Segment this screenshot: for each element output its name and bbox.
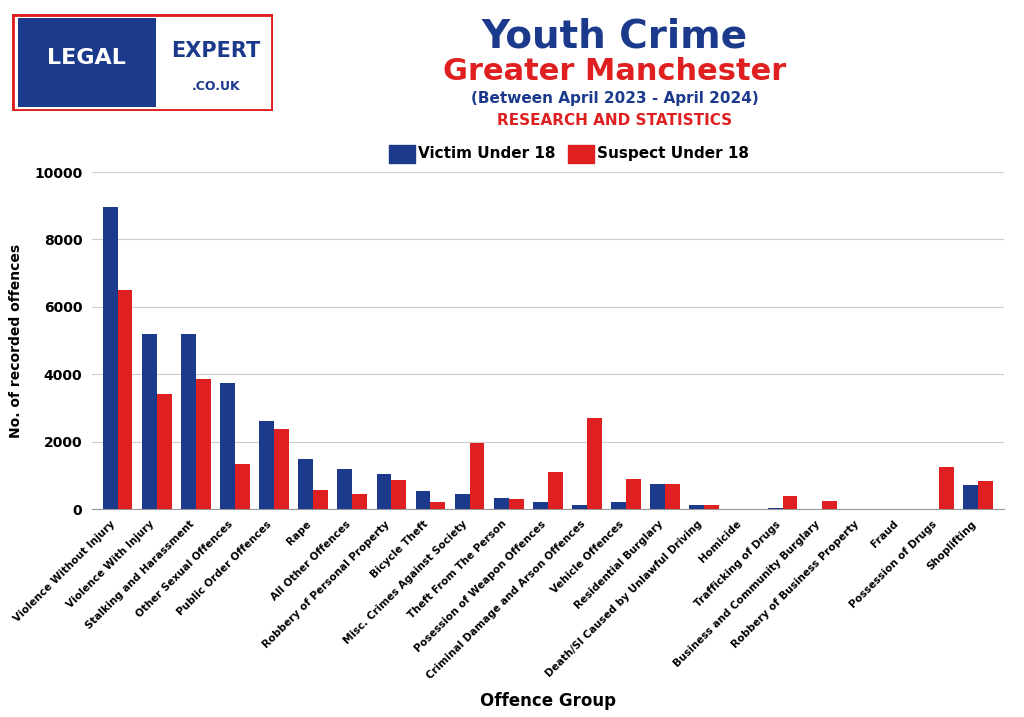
Bar <box>313 490 328 509</box>
Bar <box>234 464 250 509</box>
Bar <box>782 496 798 509</box>
Bar <box>298 459 313 509</box>
Bar <box>118 290 132 509</box>
Bar <box>102 207 118 509</box>
Bar <box>391 480 407 509</box>
Text: RESEARCH AND STATISTICS: RESEARCH AND STATISTICS <box>497 113 732 128</box>
Bar <box>274 429 289 509</box>
Bar <box>626 479 641 509</box>
Bar <box>509 499 523 509</box>
Bar <box>377 474 391 509</box>
Bar <box>821 501 837 509</box>
Text: EXPERT: EXPERT <box>171 41 260 61</box>
Text: Youth Crime: Youth Crime <box>481 18 748 56</box>
Text: Greater Manchester: Greater Manchester <box>442 57 786 86</box>
Bar <box>650 484 666 509</box>
Bar <box>587 418 602 509</box>
Text: .CO.UK: .CO.UK <box>191 80 241 93</box>
Bar <box>666 484 680 509</box>
Bar <box>430 503 445 509</box>
Bar <box>259 422 274 509</box>
Bar <box>548 472 563 509</box>
Bar <box>494 498 509 509</box>
Bar <box>142 334 157 509</box>
Bar <box>455 494 470 509</box>
Bar <box>532 503 548 509</box>
Text: Victim Under 18: Victim Under 18 <box>418 146 555 161</box>
Bar <box>17 18 156 108</box>
Bar <box>181 334 196 509</box>
Bar <box>611 503 626 509</box>
Bar <box>572 505 587 509</box>
Bar <box>939 467 953 509</box>
Bar <box>416 490 430 509</box>
Bar <box>157 394 172 509</box>
Text: (Between April 2023 - April 2024): (Between April 2023 - April 2024) <box>470 91 759 106</box>
Bar <box>196 379 211 509</box>
Bar <box>337 469 352 509</box>
X-axis label: Offence Group: Offence Group <box>480 693 615 711</box>
Bar <box>964 485 978 509</box>
Bar <box>220 383 234 509</box>
Text: Suspect Under 18: Suspect Under 18 <box>597 146 749 161</box>
Bar <box>978 481 993 509</box>
Y-axis label: No. of recorded offences: No. of recorded offences <box>9 244 24 437</box>
Bar <box>689 505 705 509</box>
Bar <box>352 494 368 509</box>
Bar <box>470 443 484 509</box>
Bar <box>705 505 719 509</box>
Text: LEGAL: LEGAL <box>47 48 126 68</box>
